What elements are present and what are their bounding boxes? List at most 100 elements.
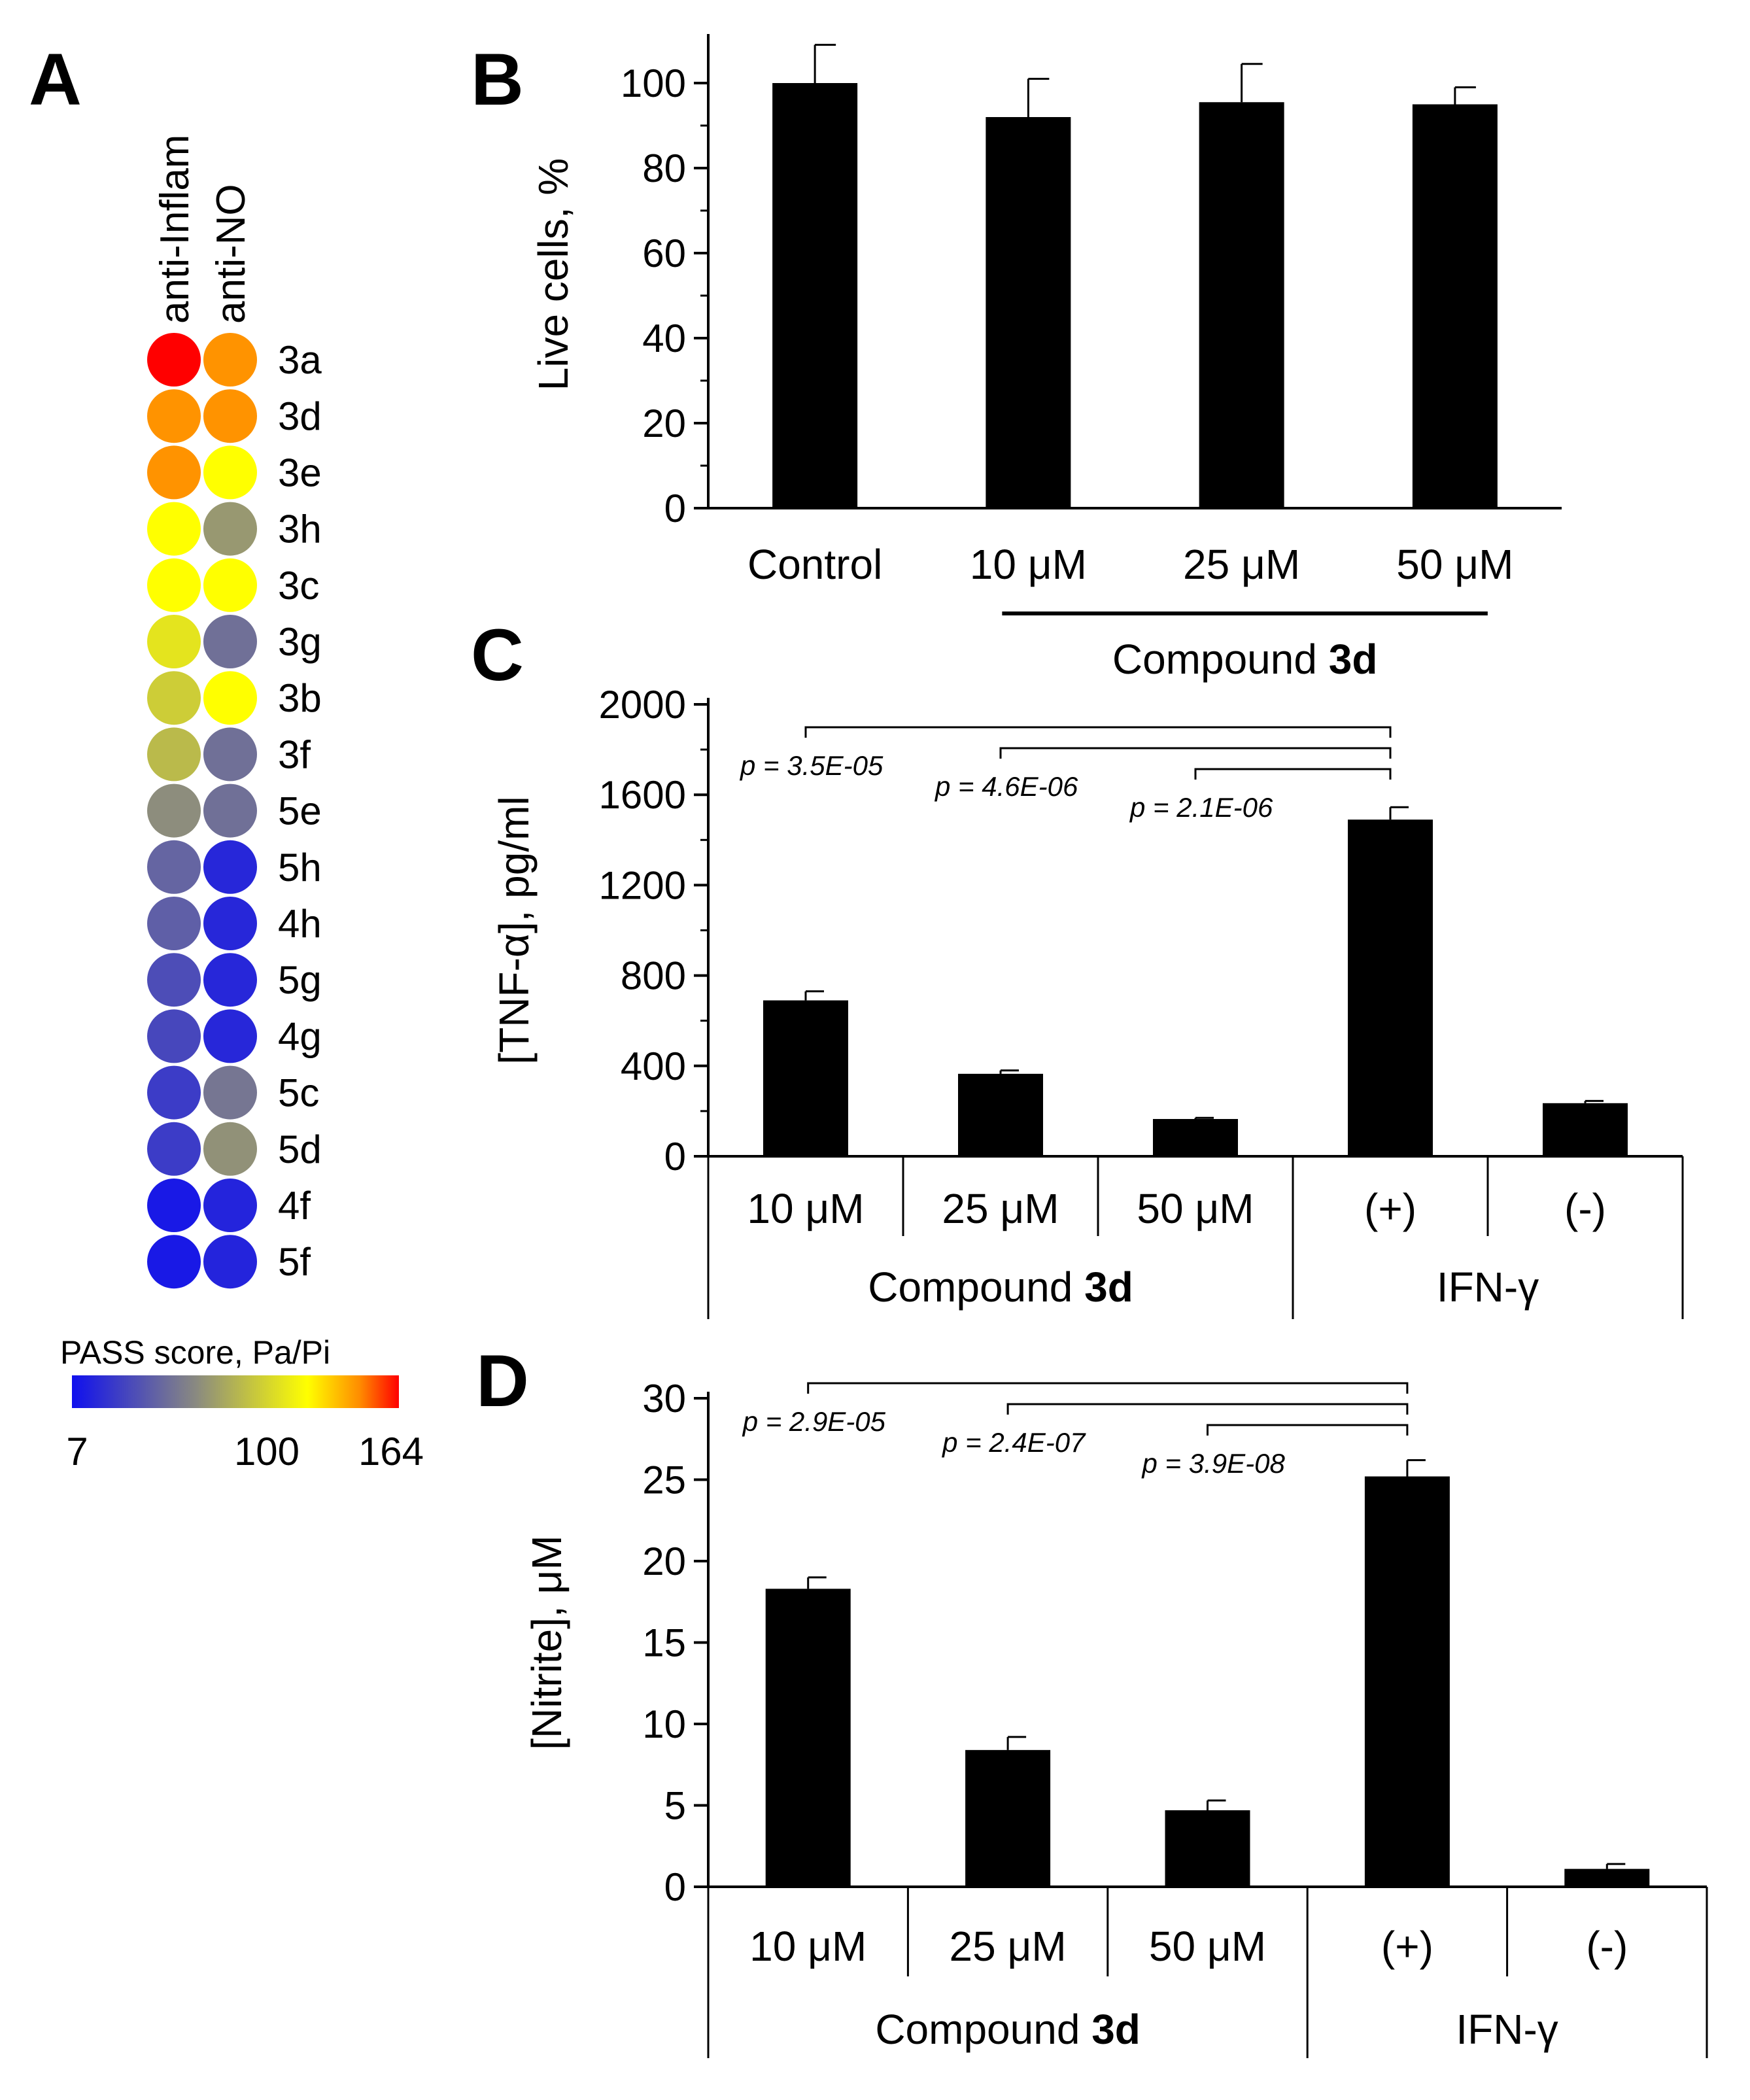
heat-cell-3g-anti-no <box>203 615 257 668</box>
significance-bracket <box>1006 1403 1409 1415</box>
heat-cell-3b-anti-no <box>203 671 257 725</box>
heat-cell-4g-anti-inflam <box>147 1009 201 1063</box>
row-label-3e: 3e <box>278 451 322 494</box>
x-category-label-50-m: 50 μM <box>1137 1185 1254 1232</box>
chart-c-plot: 0 400 800 1200 1600 2000 [TNF-α], pg/ml 10 μM 25… <box>490 683 1684 1319</box>
heat-cell-4g-anti-no <box>203 1009 257 1063</box>
p-value-label-2: p = 4.6E-06 <box>934 771 1078 802</box>
heat-cell-5e-anti-inflam <box>147 783 201 838</box>
y-tick-label-60: 60 <box>642 232 686 275</box>
p-value-label-2: p = 2.4E-07 <box>941 1427 1086 1458</box>
heat-cell-5c-anti-inflam <box>147 1065 201 1120</box>
heat-cell-3g-anti-inflam <box>147 615 201 668</box>
significance-bracket <box>1207 1424 1409 1436</box>
bar-50-m <box>1412 104 1498 508</box>
y-tick-label-0: 0 <box>664 487 686 530</box>
significance-bracket <box>807 1382 1409 1394</box>
heat-cell-5d-anti-inflam <box>147 1122 201 1176</box>
y-tick-label-1200: 1200 <box>599 863 686 907</box>
x-category-label-10-m: 10 μM <box>749 1923 866 1970</box>
x-category-label-25-m: 25 μM <box>1183 541 1300 588</box>
colorbar-tick-100: 100 <box>234 1430 300 1473</box>
heat-cell-5f-anti-inflam <box>147 1235 201 1289</box>
heat-cell-4f-anti-no <box>203 1179 257 1232</box>
bar- <box>1543 1103 1628 1156</box>
column-label-anti-inflam: anti-Inflam <box>152 135 197 324</box>
row-label-3c: 3c <box>278 564 319 608</box>
row-label-3d: 3d <box>278 394 322 438</box>
y-tick-label-40: 40 <box>642 317 686 360</box>
x-category-label-control: Control <box>747 541 882 588</box>
column-label-anti-no: anti-NO <box>209 184 254 324</box>
heat-cell-3f-anti-inflam <box>147 727 201 782</box>
panel-d-bar-chart: D 0 5 10 15 20 25 30 [Nitrite], μM 10 μM 25 μM 50 … <box>476 1340 1708 2058</box>
x-category-label-: (-) <box>1564 1185 1606 1232</box>
group-label-ifn: IFN-γ <box>1456 2006 1558 2053</box>
panel-a-heatmap: A anti-Inflam anti-NO 3a 3d 3e 3h 3c 3g 3b 3f 5e 5… <box>29 39 424 1473</box>
heat-cell-3f-anti-no <box>203 727 257 782</box>
panel-label-a: A <box>29 39 82 120</box>
panel-label-c: C <box>471 614 524 696</box>
y-axis-title: [TNF-α], pg/ml <box>490 796 538 1064</box>
heat-cell-3a-anti-no <box>203 333 257 387</box>
colorbar-tick-labels: 7 100 164 <box>66 1430 424 1473</box>
heat-cell-5e-anti-no <box>203 783 257 838</box>
row-label-5d: 5d <box>278 1127 322 1171</box>
bar-10-m <box>763 1000 848 1156</box>
heatmap-row-labels: 3a 3d 3e 3h 3c 3g 3b 3f 5e 5h 4h 5g 4g 5c 5d 4f 5f <box>278 338 322 1284</box>
row-label-3b: 3b <box>278 676 322 720</box>
p-value-label-3: p = 2.1E-06 <box>1129 792 1273 823</box>
group-label-compound-3d: Compound 3d <box>875 2006 1141 2053</box>
colorbar-tick-164: 164 <box>358 1430 424 1473</box>
x-category-label-50-m: 50 μM <box>1149 1923 1266 1970</box>
bar-10-m <box>986 117 1071 508</box>
y-tick-label-400: 400 <box>621 1044 686 1088</box>
x-category-label-50-m: 50 μM <box>1396 541 1513 588</box>
y-tick-label-10: 10 <box>642 1702 686 1746</box>
heat-cell-3d-anti-no <box>203 389 257 443</box>
heat-cell-3h-anti-no <box>203 502 257 556</box>
y-tick-label-1600: 1600 <box>599 773 686 817</box>
bar- <box>1564 1868 1650 1887</box>
bar-25-m <box>958 1073 1043 1156</box>
significance-bracket <box>804 726 1392 738</box>
x-category-label-25-m: 25 μM <box>950 1923 1067 1970</box>
chart-b-plot: 0 20 40 60 80 100 Live cells, % Control 10 μM 25 … <box>530 34 1562 683</box>
heat-cell-3c-anti-no <box>203 558 257 612</box>
y-tick-label-0: 0 <box>664 1135 686 1179</box>
y-tick-label-25: 25 <box>642 1458 686 1502</box>
row-label-5c: 5c <box>278 1071 319 1115</box>
panel-label-b: B <box>471 39 524 120</box>
y-tick-label-20: 20 <box>642 1540 686 1583</box>
y-axis-title: [Nitrite], μM <box>523 1535 570 1749</box>
bar-50-m <box>1153 1118 1238 1156</box>
heat-cell-5h-anti-inflam <box>147 840 201 894</box>
heat-cell-3a-anti-inflam <box>147 333 201 387</box>
x-category-label-: (+) <box>1364 1185 1416 1232</box>
row-label-4g: 4g <box>278 1014 322 1058</box>
heat-cell-3e-anti-no <box>203 445 257 500</box>
p-value-label-3: p = 3.9E-08 <box>1141 1448 1286 1479</box>
x-category-label-10-m: 10 μM <box>970 541 1087 588</box>
row-label-5f: 5f <box>278 1240 311 1284</box>
row-label-3h: 3h <box>278 508 322 551</box>
panel-b-bar-chart: B 0 20 40 60 80 100 Live cells, % Control 10 μM 2… <box>471 34 1562 683</box>
p-value-label-1: p = 2.9E-05 <box>742 1406 886 1437</box>
heat-cell-5h-anti-no <box>203 840 257 894</box>
p-value-label-1: p = 3.5E-05 <box>739 750 884 781</box>
bar-25-m <box>965 1749 1051 1887</box>
colorbar-legend: PASS score, Pa/Pi 7 100 164 <box>60 1334 424 1473</box>
y-tick-label-100: 100 <box>621 61 686 105</box>
heatmap-cells <box>147 333 257 1289</box>
row-label-5g: 5g <box>278 958 322 1002</box>
significance-bracket <box>1194 768 1392 780</box>
y-tick-label-30: 30 <box>642 1377 686 1420</box>
group-label-ifn: IFN-γ <box>1437 1264 1539 1311</box>
heat-cell-3e-anti-inflam <box>147 445 201 500</box>
y-tick-label-15: 15 <box>642 1621 686 1665</box>
y-tick-label-80: 80 <box>642 146 686 190</box>
group-label-compound-3d: Compound 3d <box>1112 636 1378 683</box>
colorbar-title: PASS score, Pa/Pi <box>60 1334 330 1371</box>
heat-cell-4h-anti-no <box>203 897 257 950</box>
